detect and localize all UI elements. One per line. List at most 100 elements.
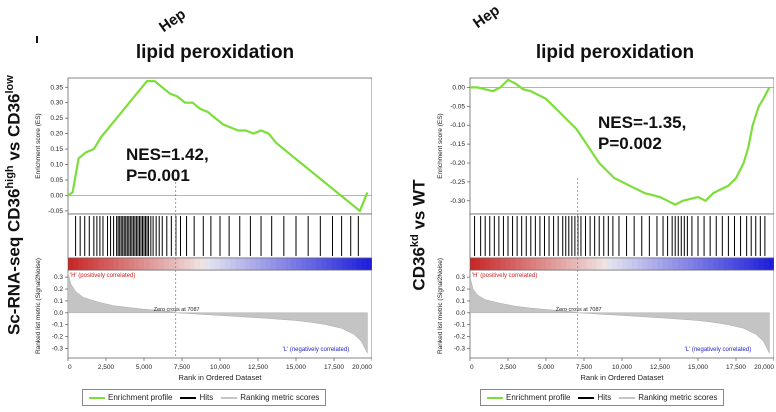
es-plot-frame — [67, 77, 372, 215]
correlation-bar-segment — [546, 258, 552, 270]
correlation-bar-segment — [331, 258, 338, 270]
legend-item-hits: Hits — [180, 393, 213, 402]
correlation-bar-segment — [576, 258, 582, 270]
correlation-bar-segment — [260, 258, 267, 270]
correlation-bar-segment — [586, 258, 593, 270]
correlation-bar-segment — [616, 258, 623, 270]
gsea-plot-right: 0.00-0.05-0.10-0.15-0.20-0.25-0.30Enrich… — [437, 77, 774, 382]
correlation-bar-segment — [743, 258, 750, 270]
correlation-bar-segment — [475, 258, 481, 270]
ranked-ylabel: Ranked list metric (Signal2Noise) — [35, 258, 42, 354]
correlation-bar-segment — [78, 258, 84, 270]
correlation-bar-segment — [83, 258, 89, 270]
correlation-bar-segment — [209, 258, 216, 270]
correlation-bar-segment — [336, 258, 343, 270]
correlation-bar-segment — [682, 258, 689, 270]
correlation-bar-segment — [571, 258, 577, 270]
correlation-bar-segment — [240, 258, 246, 270]
correlation-bar-segment — [470, 258, 476, 270]
correlation-bar-segment — [515, 258, 522, 270]
correlation-bar-segment — [505, 258, 512, 270]
p-value-right: P=0.002 — [598, 134, 662, 153]
correlation-bar-segment — [530, 258, 537, 270]
correlation-bar-segment — [510, 258, 517, 270]
correlation-bar-frame — [67, 257, 372, 271]
correlation-bar-segment — [361, 258, 368, 270]
correlation-bar-segment — [692, 258, 699, 270]
correlation-bar-segment — [677, 258, 684, 270]
xlabel: Rank in Ordered Dataset — [179, 373, 263, 382]
nes-value-right: NES=-1.35, — [598, 113, 687, 132]
correlation-bar-segment — [311, 258, 317, 270]
correlation-bar-segment — [290, 258, 297, 270]
xtick-label: 7,500 — [174, 364, 191, 371]
correlation-bar-segment — [68, 258, 74, 270]
correlation-bar-segment — [133, 258, 140, 270]
correlation-bar-segment — [520, 258, 527, 270]
correlation-bar-segment — [632, 258, 638, 270]
zero-cross-label: Zero cross at 7087 — [556, 307, 602, 313]
correlation-bar-segment — [356, 258, 363, 270]
ranked-ytick-label: 0.0 — [456, 310, 465, 317]
correlation-bar-segment — [540, 258, 547, 270]
correlation-bar-segment — [225, 258, 231, 270]
correlation-bar-segment — [622, 258, 628, 270]
legend-item-enrichment: Enrichment profile — [487, 393, 570, 402]
correlation-bar-segment — [341, 258, 348, 270]
correlation-bar-segment — [98, 258, 104, 270]
xtick-label: 10,000 — [612, 364, 632, 371]
correlation-bar-segment — [189, 258, 196, 270]
p-value-left: P=0.001 — [126, 166, 190, 185]
chart-title-left: lipid peroxidation — [135, 42, 295, 63]
correlation-bar-segment — [738, 258, 745, 270]
xtick-label: 0 — [68, 364, 72, 371]
correlation-bar-segment — [718, 258, 724, 270]
correlation-bar-segment — [753, 258, 760, 270]
ranked-metric-area — [469, 277, 770, 354]
ranked-ytick-label: 0.1 — [456, 298, 465, 305]
legend-item-enrichment: Enrichment profile — [89, 393, 172, 402]
correlation-bar-segment — [113, 258, 120, 270]
ranked-ytick-label: 0.3 — [456, 274, 465, 281]
pos-correlated-label: 'H' (positively correlated) — [472, 273, 537, 279]
correlation-bar-segment — [174, 258, 180, 270]
correlation-bar-segment — [606, 258, 613, 270]
correlation-bar-segment — [250, 258, 256, 270]
es-ytick-label: 0.20 — [50, 131, 63, 138]
correlation-bar-segment — [296, 258, 302, 270]
correlation-bar-segment — [73, 258, 79, 270]
es-ytick-label: 0.25 — [50, 115, 63, 122]
correlation-bar-segment — [657, 258, 664, 270]
xtick-label: 15,000 — [286, 364, 306, 371]
correlation-bar-segment — [306, 258, 312, 270]
correlation-bar-segment — [366, 258, 372, 270]
side-label-left: Sc-RNA-seq CD36high vs CD36low — [4, 75, 24, 335]
correlation-bar-segment — [321, 258, 327, 270]
correlation-bar-segment — [485, 258, 491, 270]
correlation-bar-segment — [270, 258, 277, 270]
correlation-bar-segment — [652, 258, 658, 270]
correlation-bar-segment — [275, 258, 282, 270]
correlation-bar-segment — [194, 258, 201, 270]
nes-value-left: NES=1.42, — [126, 145, 209, 164]
correlation-bar-segment — [149, 258, 155, 270]
correlation-bar-segment — [88, 258, 94, 270]
legend-item-ranking: Ranking metric scores — [619, 393, 717, 402]
correlation-bar-segment — [596, 258, 603, 270]
es-plot-frame — [469, 77, 774, 215]
xtick-label: 5,000 — [136, 364, 153, 371]
correlation-bar-segment — [556, 258, 562, 270]
ranked-ytick-label: 0.0 — [54, 310, 63, 317]
xtick-label: 2,500 — [500, 364, 517, 371]
correlation-bar-segment — [235, 258, 241, 270]
ranked-ytick-label: 0.1 — [54, 298, 63, 305]
es-ytick-label: -0.20 — [450, 160, 465, 167]
pos-correlated-label: 'H' (positively correlated) — [70, 273, 135, 279]
legend-left: Enrichment profile Hits Ranking metric s… — [82, 389, 327, 406]
correlation-bar-segment — [566, 258, 572, 270]
correlation-bar-segment — [637, 258, 643, 270]
correlation-bar-segment — [763, 258, 770, 270]
xtick-label: 7,500 — [576, 364, 593, 371]
correlation-bar-segment — [245, 258, 251, 270]
es-ylabel: Enrichment score (ES) — [35, 113, 42, 178]
